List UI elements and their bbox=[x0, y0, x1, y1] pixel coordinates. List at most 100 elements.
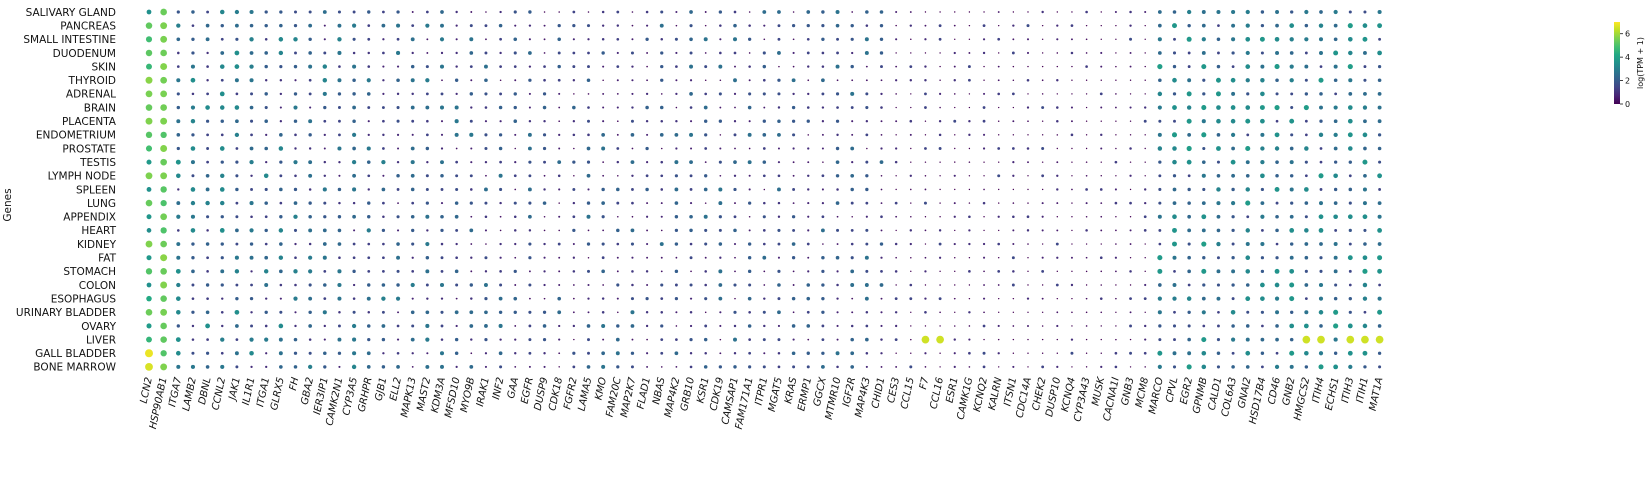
dot bbox=[145, 145, 153, 152]
dot bbox=[337, 23, 342, 28]
dot bbox=[1187, 65, 1191, 69]
dot bbox=[936, 335, 944, 344]
dot bbox=[1318, 132, 1324, 138]
dot bbox=[1085, 174, 1088, 177]
dot bbox=[616, 324, 620, 328]
dot bbox=[1041, 229, 1044, 232]
dot bbox=[249, 78, 254, 83]
dot bbox=[146, 336, 152, 343]
row-label: SPLEEN bbox=[76, 184, 116, 196]
dot bbox=[895, 147, 898, 150]
dot bbox=[1289, 146, 1294, 151]
dot bbox=[1041, 188, 1044, 191]
dot bbox=[1231, 256, 1235, 260]
dot bbox=[322, 187, 327, 192]
dot bbox=[1071, 161, 1073, 163]
dot bbox=[1318, 214, 1324, 220]
dot bbox=[264, 92, 268, 96]
dot bbox=[968, 133, 971, 137]
dot bbox=[323, 324, 326, 328]
dot bbox=[1100, 11, 1102, 13]
dot bbox=[1085, 297, 1088, 300]
dot bbox=[704, 147, 708, 150]
dot bbox=[308, 51, 312, 55]
dot bbox=[1158, 283, 1162, 287]
dot bbox=[528, 65, 532, 68]
dot bbox=[807, 188, 810, 191]
dot bbox=[469, 51, 474, 55]
dot bbox=[806, 51, 810, 55]
dot bbox=[498, 133, 503, 137]
dot bbox=[558, 11, 560, 13]
dot bbox=[895, 24, 897, 27]
dot bbox=[145, 49, 153, 57]
dot bbox=[351, 160, 357, 165]
dot bbox=[337, 37, 342, 42]
dot bbox=[190, 214, 196, 219]
dot bbox=[1245, 324, 1250, 328]
dot bbox=[352, 351, 357, 356]
dot bbox=[675, 256, 678, 259]
dot bbox=[160, 117, 168, 125]
dot bbox=[572, 228, 576, 233]
dot bbox=[733, 352, 737, 355]
dot bbox=[1026, 215, 1030, 219]
dot bbox=[894, 338, 898, 342]
dot bbox=[1377, 255, 1383, 261]
dot bbox=[513, 269, 517, 273]
dot bbox=[762, 174, 766, 178]
dot bbox=[733, 310, 737, 314]
dot bbox=[160, 131, 167, 139]
dot bbox=[806, 310, 810, 314]
dot bbox=[836, 270, 839, 273]
dot bbox=[1070, 338, 1074, 341]
dot bbox=[983, 256, 986, 259]
dot bbox=[1070, 283, 1074, 287]
dot bbox=[1319, 50, 1323, 55]
dot bbox=[1071, 11, 1073, 13]
dot bbox=[1056, 79, 1059, 82]
dot bbox=[1071, 188, 1073, 191]
dot bbox=[323, 24, 326, 27]
dot bbox=[411, 228, 415, 233]
dot bbox=[821, 255, 825, 260]
dot bbox=[747, 255, 752, 260]
dot bbox=[558, 338, 561, 341]
dot bbox=[160, 240, 167, 248]
dot bbox=[455, 187, 459, 191]
dot bbox=[865, 10, 869, 14]
dot bbox=[1129, 297, 1132, 301]
dot bbox=[440, 147, 444, 150]
dot bbox=[176, 282, 181, 288]
dot bbox=[631, 106, 634, 109]
dot bbox=[205, 119, 210, 123]
dot bbox=[293, 119, 298, 123]
dot bbox=[219, 105, 225, 110]
dot bbox=[234, 105, 240, 110]
dot bbox=[864, 37, 869, 42]
dot bbox=[895, 284, 897, 286]
dot bbox=[308, 78, 312, 82]
dot bbox=[924, 92, 927, 96]
dot bbox=[1202, 283, 1206, 287]
dot bbox=[454, 201, 459, 205]
dot bbox=[308, 324, 312, 328]
dot bbox=[689, 160, 693, 165]
dot bbox=[367, 37, 371, 41]
dot bbox=[1129, 37, 1133, 41]
dot bbox=[1056, 161, 1059, 164]
dot bbox=[718, 228, 722, 232]
column-label: CCL15 bbox=[899, 376, 916, 410]
dot bbox=[146, 159, 152, 165]
dot bbox=[558, 120, 561, 123]
dot bbox=[1333, 351, 1338, 355]
dot bbox=[1348, 146, 1353, 151]
dot bbox=[1070, 256, 1073, 259]
column-label: FH bbox=[288, 376, 302, 392]
dot bbox=[220, 200, 225, 206]
dot bbox=[997, 352, 1000, 355]
dot bbox=[1187, 324, 1191, 328]
dot bbox=[1217, 324, 1220, 328]
dot bbox=[425, 323, 430, 328]
y-axis-label: Genes bbox=[2, 188, 14, 221]
